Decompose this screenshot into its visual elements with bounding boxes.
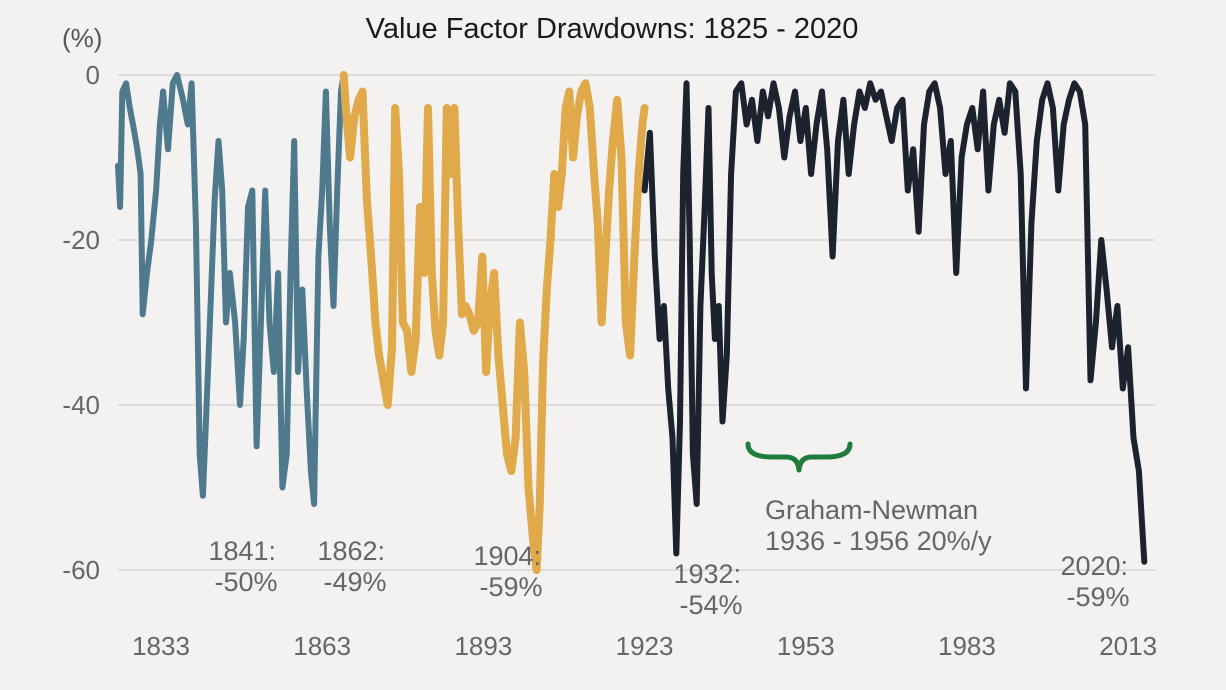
y-tick-label--40: -40 [62,390,100,420]
chart-title: Value Factor Drawdowns: 1825 - 2020 [366,13,859,45]
x-tick-label-1893: 1893 [454,631,512,661]
annotation-graham-line1: Graham-Newman [765,495,978,525]
y-axis-unit-label: (%) [62,23,102,53]
graham-newman-bracket [745,441,853,473]
annotation-1932-line1: 1932: [673,559,741,589]
x-tick-label-1953: 1953 [777,631,835,661]
series-line-3 [641,80,1148,565]
drawdown-series [115,71,1148,574]
y-tick-label--20: -20 [62,225,100,255]
annotation-graham-newman: Graham-Newman 1936 - 1956 20%/y [765,495,992,556]
annotation-graham-line2: 1936 - 1956 20%/y [765,526,992,556]
annotation-1904-line2: -59% [479,572,542,602]
y-tick-label--60: -60 [62,555,100,585]
x-tick-label-1833: 1833 [132,631,190,661]
y-axis-ticks: 0 -20 -40 -60 [62,60,100,585]
series-line-1 [115,72,347,507]
annotation-2020: 2020: -59% [1060,551,1135,612]
y-tick-label-0: 0 [86,60,100,90]
x-tick-label-2013: 2013 [1099,631,1157,661]
annotation-2020-line1: 2020: [1060,551,1128,581]
annotation-2020-line2: -59% [1066,582,1129,612]
x-tick-label-1863: 1863 [293,631,351,661]
annotation-1841: 1841: -50% [208,536,283,597]
annotation-1904-line1: 1904: [473,541,541,571]
annotation-1862: 1862: -49% [317,536,392,597]
x-tick-label-1923: 1923 [616,631,674,661]
annotation-1932-line2: -54% [679,590,742,620]
annotation-1841-line1: 1841: [208,536,276,566]
annotation-1932: 1932: -54% [673,559,748,620]
annotations: 1841: -50% 1862: -49% 1904: -59% 1932: -… [208,495,1135,620]
annotation-1862-line1: 1862: [317,536,385,566]
x-axis-ticks: 1833 1863 1893 1923 1953 1983 2013 [132,631,1157,661]
annotation-1904: 1904: -59% [473,541,548,602]
x-tick-label-1983: 1983 [938,631,996,661]
series-line-2 [339,71,649,574]
annotation-1862-line2: -49% [323,567,386,597]
annotation-1841-line2: -50% [214,567,277,597]
